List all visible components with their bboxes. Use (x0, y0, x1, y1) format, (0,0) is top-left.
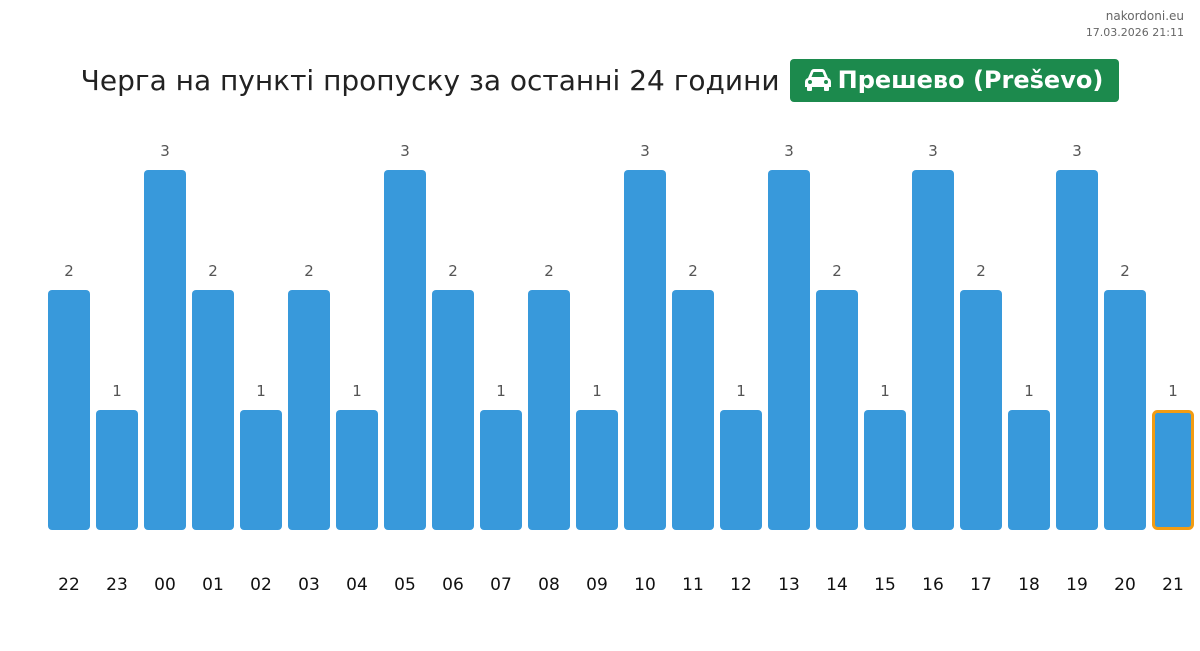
data-label-23: 1 (112, 382, 122, 400)
bar-18 (1008, 410, 1050, 530)
x-tick-20: 20 (1114, 575, 1136, 595)
x-tick-00: 00 (154, 575, 176, 595)
bar-03 (288, 290, 330, 530)
bar-11 (672, 290, 714, 530)
data-label-08: 2 (544, 262, 554, 280)
data-label-10: 3 (640, 142, 650, 160)
x-tick-04: 04 (346, 575, 368, 595)
bar-12 (720, 410, 762, 530)
x-tick-01: 01 (202, 575, 224, 595)
x-tick-07: 07 (490, 575, 512, 595)
car-icon (804, 68, 832, 92)
x-tick-10: 10 (634, 575, 656, 595)
bar-06 (432, 290, 474, 530)
data-label-18: 1 (1024, 382, 1034, 400)
bar-07 (480, 410, 522, 530)
bar-02 (240, 410, 282, 530)
x-tick-09: 09 (586, 575, 608, 595)
bar-22 (48, 290, 90, 530)
bar-00 (144, 170, 186, 530)
data-label-02: 1 (256, 382, 266, 400)
x-tick-05: 05 (394, 575, 416, 595)
bar-21 (1152, 410, 1194, 530)
data-label-15: 1 (880, 382, 890, 400)
x-tick-16: 16 (922, 575, 944, 595)
bar-19 (1056, 170, 1098, 530)
bar-13 (768, 170, 810, 530)
bar-16 (912, 170, 954, 530)
x-tick-03: 03 (298, 575, 320, 595)
x-tick-12: 12 (730, 575, 752, 595)
data-label-11: 2 (688, 262, 698, 280)
x-tick-19: 19 (1066, 575, 1088, 595)
page-title: Черга на пункті пропуску за останні 24 г… (80, 63, 780, 97)
bar-15 (864, 410, 906, 530)
data-label-05: 3 (400, 142, 410, 160)
bar-23 (96, 410, 138, 530)
checkpoint-name: Прешево (Preševo) (837, 66, 1104, 94)
x-tick-14: 14 (826, 575, 848, 595)
data-label-19: 3 (1072, 142, 1082, 160)
data-label-00: 3 (160, 142, 170, 160)
data-label-14: 2 (832, 262, 842, 280)
bar-10 (624, 170, 666, 530)
bar-17 (960, 290, 1002, 530)
checkpoint-badge: Прешево (Preševo) (789, 58, 1120, 102)
x-tick-13: 13 (778, 575, 800, 595)
x-tick-15: 15 (874, 575, 896, 595)
data-label-04: 1 (352, 382, 362, 400)
data-label-09: 1 (592, 382, 602, 400)
x-tick-21: 21 (1162, 575, 1184, 595)
x-tick-23: 23 (106, 575, 128, 595)
data-label-07: 1 (496, 382, 506, 400)
data-label-20: 2 (1120, 262, 1130, 280)
bar-04 (336, 410, 378, 530)
site-name: nakordoni.eu (1105, 9, 1184, 23)
x-tick-18: 18 (1018, 575, 1040, 595)
x-tick-02: 02 (250, 575, 272, 595)
x-tick-11: 11 (682, 575, 704, 595)
data-label-03: 2 (304, 262, 314, 280)
bar-05 (384, 170, 426, 530)
data-label-12: 1 (736, 382, 746, 400)
x-tick-17: 17 (970, 575, 992, 595)
bar-01 (192, 290, 234, 530)
x-tick-22: 22 (58, 575, 80, 595)
data-label-06: 2 (448, 262, 458, 280)
x-tick-08: 08 (538, 575, 560, 595)
data-label-21: 1 (1168, 382, 1178, 400)
bar-20 (1104, 290, 1146, 530)
data-label-13: 3 (784, 142, 794, 160)
x-tick-06: 06 (442, 575, 464, 595)
chart-header: Черга на пункті пропуску за останні 24 г… (0, 58, 1200, 102)
bar-14 (816, 290, 858, 530)
data-label-22: 2 (64, 262, 74, 280)
bar-08 (528, 290, 570, 530)
data-label-01: 2 (208, 262, 218, 280)
data-label-16: 3 (928, 142, 938, 160)
timestamp: 17.03.2026 21:11 (1085, 26, 1184, 39)
bar-09 (576, 410, 618, 530)
data-label-17: 2 (976, 262, 986, 280)
